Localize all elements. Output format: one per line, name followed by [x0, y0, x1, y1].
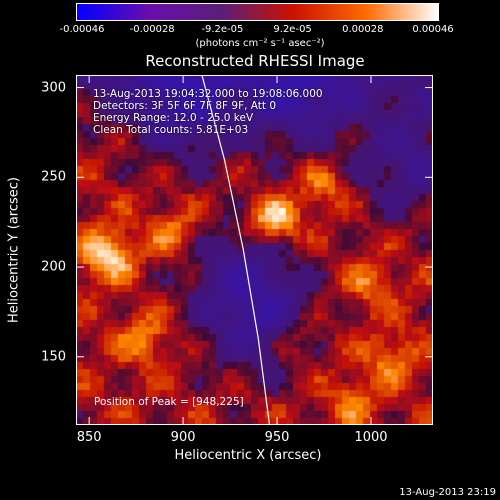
colorbar-tick: 0.00046: [412, 24, 454, 35]
x-tick-label: 1000: [354, 430, 388, 445]
annotation-line: Detectors: 3F 5F 6F 7F 8F 9F, Att 0: [93, 100, 277, 112]
x-tick-label: 850: [76, 430, 102, 445]
plot-overlay: [76, 75, 433, 425]
y-tick-label: 150: [41, 349, 66, 365]
colorbar-tick: -0.00028: [129, 24, 175, 35]
colorbar-tick: 9.2e-05: [273, 24, 312, 35]
timestamp: 13-Aug-2013 23:19: [399, 487, 496, 498]
colorbar-tick: 0.00028: [342, 24, 384, 35]
plot-frame: [76, 75, 433, 425]
x-tick-label: 900: [170, 430, 196, 445]
x-tick-label: 950: [264, 430, 290, 445]
colorbar: [76, 3, 439, 21]
y-axis-label: Heliocentric Y (arcsec): [6, 177, 22, 323]
colorbar-units: (photons cm⁻² s⁻¹ asec⁻²): [195, 38, 325, 49]
chart-title: Reconstructed RHESSI Image: [145, 52, 365, 70]
annotation-line: Energy Range: 12.0 - 25.0 keV: [93, 112, 254, 124]
solar-limb-line: [201, 75, 271, 425]
heatmap-image: [76, 75, 433, 425]
y-tick-label: 250: [41, 169, 66, 185]
y-tick-label: 300: [41, 80, 66, 96]
x-axis-label: Heliocentric X (arcsec): [174, 448, 322, 463]
annotation-line: Clean Total counts: 5.81E+03: [93, 124, 249, 136]
peak-label: Position of Peak = [948,225]: [94, 396, 244, 408]
annotation-line: 13-Aug-2013 19:04:32.000 to 19:08:06.000: [93, 88, 323, 100]
y-tick-label: 200: [41, 259, 66, 275]
colorbar-tick: -9.2e-05: [201, 24, 244, 35]
axis-ticks: [76, 75, 433, 425]
colorbar-tick: -0.00046: [59, 24, 105, 35]
